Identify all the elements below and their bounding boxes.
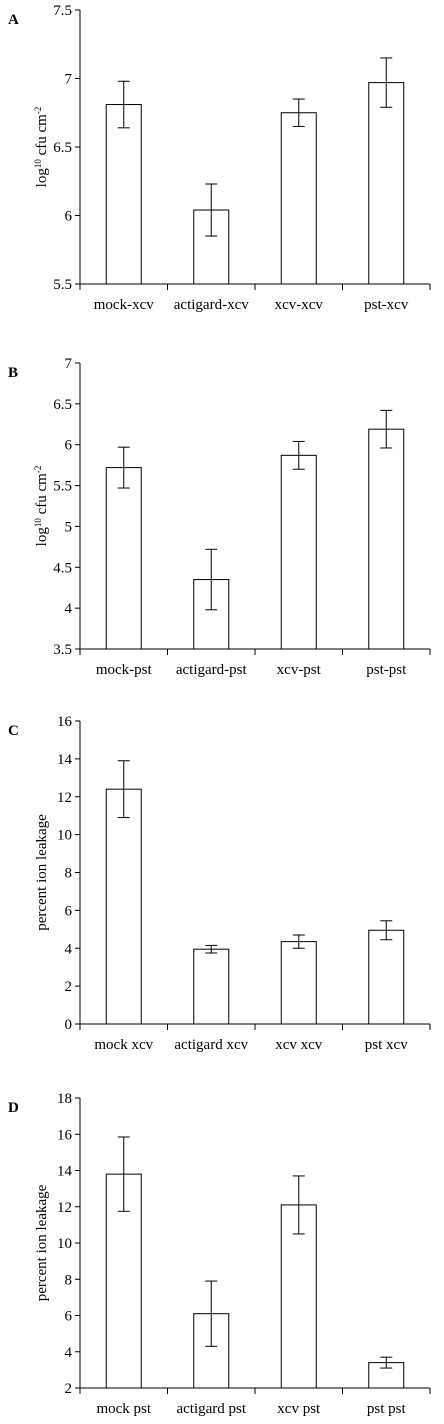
y-tick-label: 2	[65, 979, 73, 995]
bar	[105, 467, 142, 650]
y-tick-label: 14	[57, 752, 73, 768]
y-tick-label: 6	[65, 438, 73, 454]
y-axis-title: log10 cfu cm-2	[33, 107, 50, 188]
y-tick-label: 8	[65, 1272, 73, 1288]
y-axis-title-sup: -2	[33, 107, 43, 115]
x-tick-label: mock xcv	[94, 1037, 153, 1053]
x-tick-label: actigard-pst	[176, 662, 248, 678]
x-tick-label: actigard pst	[176, 1401, 246, 1417]
y-tick-label: 0	[65, 1017, 73, 1033]
y-axis-title-prefix: log	[34, 168, 50, 188]
bar	[280, 454, 317, 650]
bar	[193, 948, 230, 1025]
y-tick-label: 5.5	[53, 479, 72, 495]
y-tick-label: 10	[57, 1236, 72, 1252]
y-axis-title-sub: 10	[33, 159, 43, 169]
y-axis-title: percent ion leakage	[34, 1184, 50, 1301]
y-tick-label: 16	[57, 1127, 73, 1143]
x-tick-label: mock pst	[96, 1401, 151, 1417]
y-tick-label: 6.5	[53, 397, 72, 413]
y-tick-label: 2	[65, 1381, 73, 1397]
x-tick-label: xcv-pst	[277, 662, 322, 678]
y-tick-label: 4	[65, 941, 73, 957]
x-tick-label: pst pst	[367, 1401, 407, 1417]
bar	[368, 428, 405, 650]
y-tick-label: 6.5	[53, 140, 72, 156]
x-tick-label: pst xcv	[365, 1037, 408, 1053]
x-tick-label: xcv xcv	[275, 1037, 323, 1053]
bar	[105, 104, 142, 285]
y-tick-label: 5.5	[53, 277, 72, 293]
y-tick-label: 4.5	[53, 560, 72, 576]
y-tick-label: 3.5	[53, 642, 72, 658]
bar	[368, 929, 405, 1025]
y-tick-label: 6	[65, 209, 73, 225]
panel-label: A	[8, 12, 19, 28]
panel-label: D	[8, 1100, 19, 1116]
y-tick-label: 14	[57, 1164, 73, 1180]
y-axis-title-main: cfu cm	[34, 473, 50, 518]
x-tick-label: mock-xcv	[94, 297, 154, 313]
y-tick-label: 6	[65, 1309, 73, 1325]
y-axis-title: percent ion leakage	[34, 814, 50, 931]
x-tick-label: xcv pst	[277, 1401, 321, 1417]
x-tick-label: pst-xcv	[364, 297, 409, 313]
y-tick-label: 5	[65, 519, 73, 535]
panel-label: B	[8, 365, 18, 381]
y-tick-label: 7	[65, 72, 73, 88]
bar	[280, 941, 317, 1025]
y-tick-label: 7	[65, 356, 73, 372]
x-tick-label: actigard xcv	[174, 1037, 248, 1053]
y-tick-label: 16	[57, 714, 73, 730]
y-tick-label: 7.5	[53, 3, 72, 19]
y-tick-label: 6	[65, 903, 73, 919]
bar	[368, 82, 405, 285]
y-tick-label: 8	[65, 866, 73, 882]
y-tick-label: 12	[57, 790, 72, 806]
y-axis-title-prefix: log	[34, 527, 50, 547]
y-tick-label: 4	[65, 601, 73, 617]
bar	[280, 112, 317, 285]
y-axis-title-main: cfu cm	[34, 114, 50, 159]
x-tick-label: pst-pst	[366, 662, 407, 678]
y-tick-label: 4	[65, 1345, 73, 1361]
x-tick-label: mock-pst	[96, 662, 153, 678]
panel-label: C	[8, 723, 19, 739]
y-tick-label: 10	[57, 828, 72, 844]
y-tick-label: 18	[57, 1091, 72, 1107]
x-tick-label: actigard-xcv	[174, 297, 249, 313]
y-tick-label: 12	[57, 1200, 72, 1216]
x-tick-label: xcv-xcv	[275, 297, 324, 313]
y-axis-title-sub: 10	[33, 518, 43, 528]
bar	[280, 1204, 317, 1389]
y-axis-title-sup: -2	[33, 466, 43, 474]
bar	[105, 788, 142, 1025]
y-axis-title: log10 cfu cm-2	[33, 466, 50, 547]
